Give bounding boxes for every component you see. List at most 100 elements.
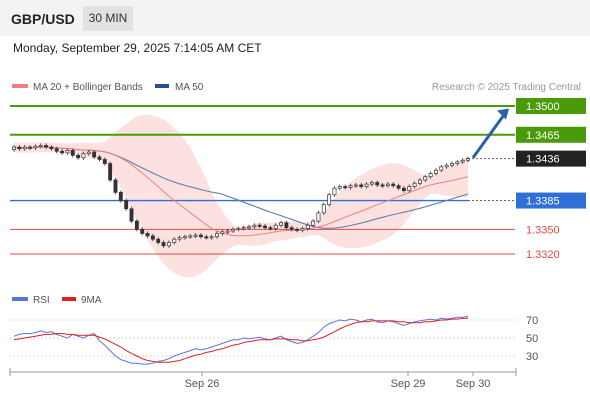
- candle-body: [231, 228, 235, 232]
- candle-body: [273, 224, 278, 229]
- candle-body: [375, 182, 380, 186]
- timestamp: Monday, September 29, 2025 7:14:05 AM CE…: [13, 41, 262, 55]
- candle-body: [316, 212, 321, 222]
- rsi-ma-line: [13, 317, 468, 363]
- candle-body: [182, 236, 187, 239]
- candle-body: [145, 233, 150, 237]
- candle-body: [28, 146, 32, 149]
- candle-body: [295, 228, 300, 231]
- candle-body: [284, 222, 289, 229]
- candle-body: [134, 220, 139, 230]
- candle-body: [257, 224, 262, 227]
- candle-body: [156, 238, 161, 243]
- candle-body: [385, 183, 390, 187]
- candle-body: [225, 230, 230, 233]
- arrow-shaft: [471, 112, 507, 159]
- moving-averages: [13, 146, 469, 237]
- candle-body: [220, 231, 225, 234]
- candle-body: [337, 186, 342, 189]
- candle-body: [198, 234, 203, 238]
- last-label-2: 1.3436: [526, 154, 560, 166]
- support-label-4: 1.3350: [526, 224, 560, 236]
- candle-body: [76, 154, 81, 159]
- candle-body: [44, 145, 48, 148]
- candle-body: [81, 153, 86, 159]
- target-tag-1: [516, 126, 586, 143]
- rsi-legend-swatch: [12, 297, 28, 301]
- bollinger-bands: [14, 114, 468, 278]
- candle-body: [268, 227, 273, 230]
- candle-body: [65, 150, 70, 154]
- target-tag-0: [516, 98, 586, 114]
- candle-body: [86, 151, 91, 155]
- candle-body: [311, 220, 316, 226]
- candle-body: [450, 163, 454, 166]
- candle-body: [209, 236, 214, 239]
- rsi-legend-label: RSI: [33, 295, 50, 306]
- candle-body: [97, 156, 102, 160]
- interval-button[interactable]: 30 MIN: [83, 6, 133, 31]
- candles: [12, 143, 470, 248]
- forecast-arrow: [471, 108, 509, 159]
- candle-body: [193, 234, 198, 237]
- candle-body: [279, 222, 284, 226]
- candle-body: [407, 186, 412, 192]
- candle-body: [215, 233, 219, 238]
- candle-body: [252, 224, 257, 228]
- candle-body: [17, 146, 22, 150]
- target-label-0: 1.3500: [526, 101, 560, 113]
- candle-body: [204, 236, 209, 239]
- candle-body: [108, 163, 113, 181]
- candle-body: [332, 187, 337, 196]
- candle-body: [348, 185, 353, 188]
- candle-body: [396, 185, 401, 189]
- last-tag-2: [516, 150, 586, 167]
- ma20-line: [13, 146, 469, 237]
- price-levels: [10, 105, 515, 255]
- candle-body: [401, 187, 406, 192]
- candle-body: [92, 151, 97, 158]
- candle-body: [327, 194, 332, 206]
- candle-body: [38, 145, 43, 148]
- candle-body: [364, 183, 369, 187]
- candle-body: [166, 242, 171, 247]
- rsi-panel: 70 50 30: [10, 315, 538, 365]
- x-axis: Sep 26 Sep 29 Sep 30: [9, 368, 517, 390]
- x-tick-label-1: Sep 29: [391, 378, 426, 390]
- candle-body: [236, 228, 241, 231]
- credit-text: Research © 2025 Trading Central: [432, 82, 581, 93]
- candle-body: [369, 182, 374, 185]
- rsi-ma-legend-swatch: [62, 297, 76, 301]
- ma20-legend-swatch: [12, 84, 28, 88]
- candle-body: [49, 146, 54, 150]
- candle-body: [434, 169, 438, 174]
- candle-body: [54, 148, 59, 152]
- candle-body: [241, 227, 246, 230]
- rsi-tick-30: 30: [526, 351, 538, 363]
- top-bar: GBP/USD 30 MIN: [0, 0, 590, 36]
- ma20-legend-label: MA 20 + Bollinger Bands: [33, 82, 143, 93]
- candle-body: [300, 228, 305, 231]
- candle-body: [12, 146, 16, 150]
- level-labels: 1.3500 1.3465 1.3436 1.3385 1.3350 1.3320: [516, 98, 586, 261]
- candle-body: [263, 225, 267, 229]
- candle-body: [321, 204, 326, 214]
- candle-body: [22, 146, 27, 150]
- candle-body: [124, 200, 129, 210]
- candle-body: [428, 173, 433, 178]
- candle-body: [140, 228, 145, 234]
- candle-body: [305, 224, 310, 229]
- candle-body: [161, 242, 166, 247]
- candle-body: [102, 159, 107, 164]
- rsi-line: [13, 315, 469, 365]
- candle-body: [118, 191, 123, 201]
- candle-body: [412, 182, 417, 187]
- symbol-label: GBP/USD: [11, 11, 75, 27]
- rsi-tick-50: 50: [526, 333, 538, 345]
- candle-body: [343, 186, 348, 189]
- target-label-1: 1.3465: [526, 130, 560, 142]
- support-label-5: 1.3320: [526, 249, 560, 261]
- candle-body: [460, 159, 465, 163]
- candle-body: [33, 145, 38, 149]
